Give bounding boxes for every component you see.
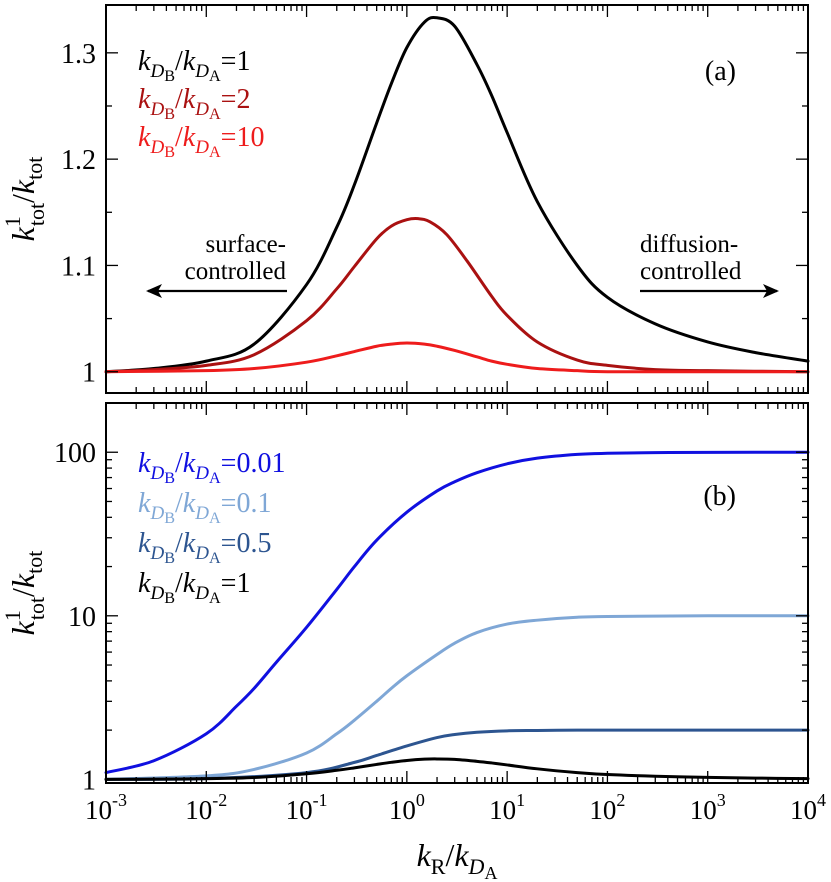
x-tick-label: 103: [690, 790, 726, 825]
legend-entry: kDB/kDA=10: [138, 122, 264, 161]
annotation-surface: surface-: [206, 231, 287, 258]
y-tick-label: 1: [82, 358, 96, 389]
y-tick-label: 10: [68, 602, 96, 633]
x-tick-label: 10-1: [286, 790, 328, 825]
axes: 1 1.1 1.2 1.3: [61, 4, 809, 394]
left-arrow-head: [146, 284, 162, 298]
annotation-surface: controlled: [185, 258, 287, 285]
x-tick-label: 10-2: [185, 790, 227, 825]
y-tick-label: 100: [54, 438, 96, 469]
panel-label: (a): [705, 56, 736, 87]
annotation-diffusion: controlled: [640, 258, 742, 285]
y-tick-label: 1.2: [61, 145, 96, 176]
right-arrow-head: [763, 284, 779, 298]
series-line: [104, 450, 810, 775]
y-tick-label: 1.1: [61, 251, 96, 282]
legend-entry: kDB/kDA=1: [138, 568, 250, 607]
legend: kDB/kDA=0.01kDB/kDA=0.1kDB/kDA=0.5kDB/kD…: [138, 448, 285, 607]
annotation-diffusion: diffusion-: [640, 231, 738, 258]
series-line: [104, 341, 810, 374]
axes: 10-3 10-2 10-1 100 101 102 103 104 1 10 100: [54, 402, 826, 825]
panel-b: 10-3 10-2 10-1 100 101 102 103 104 1 10 100 k1tot/k…: [0, 402, 826, 882]
y-tick-label: 1.3: [61, 39, 96, 70]
x-axis-label: kR/kDA: [417, 837, 498, 882]
x-tick-label: 104: [790, 790, 826, 825]
series-line: [104, 15, 810, 374]
y-tick-label: 1: [82, 765, 96, 796]
series-line: [104, 728, 810, 781]
x-tick-label: 102: [589, 790, 625, 825]
legend-entry: kDB/kDA=2: [138, 84, 250, 123]
x-tick-label: 101: [489, 790, 525, 825]
legend-entry: kDB/kDA=0.5: [138, 528, 271, 567]
panel-a: 11.11.21.3k1tot/ktot(a)kDB/kDA=1kDB/kDA=…: [0, 4, 810, 394]
plot-frame: [105, 4, 809, 394]
legend-entry: kDB/kDA=0.01: [138, 448, 285, 487]
panel-label: (b): [703, 481, 736, 512]
y-axis-label: k1tot/ktot: [0, 157, 49, 242]
series-group: [104, 15, 810, 374]
y-axis-label: k1tot/ktot: [0, 551, 49, 636]
legend-entry: kDB/kDA=0.1: [138, 488, 271, 527]
x-tick-label: 100: [389, 790, 425, 825]
x-tick-label: 10-3: [85, 790, 127, 825]
series-line: [104, 217, 810, 374]
legend-entry: kDB/kDA=1: [138, 46, 250, 85]
series-line: [104, 757, 810, 781]
series-line: [104, 614, 810, 781]
plot-frame: [105, 402, 809, 784]
